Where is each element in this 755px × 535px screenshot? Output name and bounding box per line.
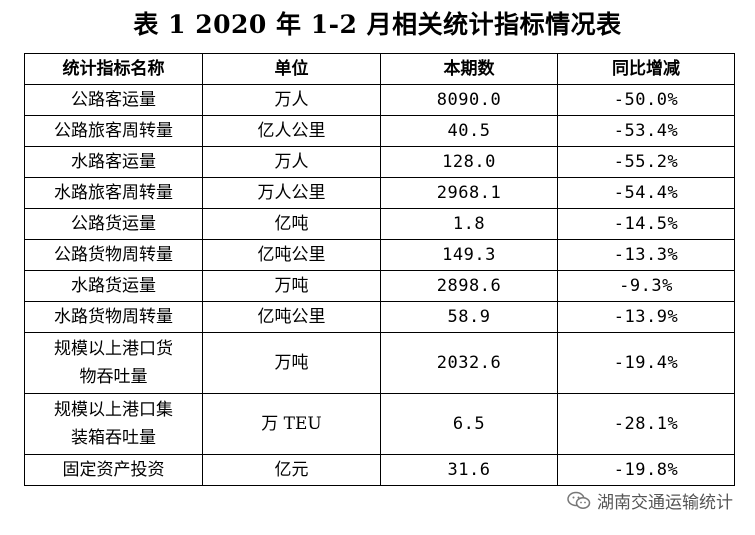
table-row: 水路货运量 万吨 2898.6 -9.3%: [24, 270, 735, 302]
indicator-value: 6.5: [380, 393, 558, 455]
indicator-unit: 亿元: [202, 454, 381, 486]
indicator-unit: 万吨: [202, 332, 381, 394]
indicator-name: 公路客运量: [24, 84, 203, 116]
header-current-value: 本期数: [380, 53, 558, 85]
indicator-change: -55.2%: [557, 146, 735, 178]
table-row: 规模以上港口集 装箱吞吐量 万 TEU 6.5 -28.1%: [24, 393, 735, 455]
indicator-unit: 万吨: [202, 270, 381, 302]
indicator-unit: 万 TEU: [202, 393, 381, 455]
indicator-value: 149.3: [380, 239, 558, 271]
indicator-name: 公路货物周转量: [24, 239, 203, 271]
indicator-value: 2898.6: [380, 270, 558, 302]
table-row: 公路货物周转量 亿吨公里 149.3 -13.3%: [24, 239, 735, 271]
indicator-change: -9.3%: [557, 270, 735, 302]
indicator-name: 规模以上港口货 物吞吐量: [24, 332, 203, 394]
indicator-name-line1: 规模以上港口货: [54, 339, 173, 359]
indicator-unit: 亿吨公里: [202, 239, 381, 271]
indicator-unit: 亿吨公里: [202, 301, 381, 333]
table-row: 水路货物周转量 亿吨公里 58.9 -13.9%: [24, 301, 735, 333]
table-row: 水路旅客周转量 万人公里 2968.1 -54.4%: [24, 177, 735, 209]
indicator-name: 规模以上港口集 装箱吞吐量: [24, 393, 203, 455]
indicator-change: -13.9%: [557, 301, 735, 333]
table-row: 水路客运量 万人 128.0 -55.2%: [24, 146, 735, 178]
indicator-change: -13.3%: [557, 239, 735, 271]
page-title: 表 1 2020 年 1-2 月相关统计指标情况表: [133, 10, 622, 39]
indicator-name-line2: 装箱吞吐量: [71, 428, 156, 448]
indicator-value: 2032.6: [380, 332, 558, 394]
indicator-value: 128.0: [380, 146, 558, 178]
indicator-name: 公路货运量: [24, 208, 203, 240]
indicator-name: 公路旅客周转量: [24, 115, 203, 147]
indicator-value: 2968.1: [380, 177, 558, 209]
header-yoy-change: 同比增减: [557, 53, 735, 85]
indicator-change: -28.1%: [557, 393, 735, 455]
indicator-value: 40.5: [380, 115, 558, 147]
indicator-unit: 亿吨: [202, 208, 381, 240]
indicator-change: -14.5%: [557, 208, 735, 240]
indicator-value: 31.6: [380, 454, 558, 486]
indicator-name: 固定资产投资: [24, 454, 203, 486]
indicator-name: 水路货运量: [24, 270, 203, 302]
watermark-text: 湖南交通运输统计: [597, 493, 733, 513]
indicator-value: 58.9: [380, 301, 558, 333]
indicator-value: 1.8: [380, 208, 558, 240]
indicator-name: 水路旅客周转量: [24, 177, 203, 209]
indicator-unit: 万人: [202, 146, 381, 178]
table-row: 规模以上港口货 物吞吐量 万吨 2032.6 -19.4%: [24, 332, 735, 394]
indicator-unit: 亿人公里: [202, 115, 381, 147]
indicator-name-line1: 规模以上港口集: [54, 400, 173, 420]
indicator-name: 水路客运量: [24, 146, 203, 178]
table-header-row: 统计指标名称 单位 本期数 同比增减: [24, 53, 735, 85]
indicator-name: 水路货物周转量: [24, 301, 203, 333]
wechat-icon: [567, 491, 591, 511]
indicator-change: -50.0%: [557, 84, 735, 116]
table-row: 公路客运量 万人 8090.0 -50.0%: [24, 84, 735, 116]
header-indicator-name: 统计指标名称: [24, 53, 203, 85]
source-watermark: 湖南交通运输统计: [567, 488, 733, 513]
indicator-unit: 万人公里: [202, 177, 381, 209]
indicator-value: 8090.0: [380, 84, 558, 116]
table-row: 公路旅客周转量 亿人公里 40.5 -53.4%: [24, 115, 735, 147]
indicator-change: -19.4%: [557, 332, 735, 394]
indicator-change: -53.4%: [557, 115, 735, 147]
indicator-change: -19.8%: [557, 454, 735, 486]
table-row: 固定资产投资 亿元 31.6 -19.8%: [24, 454, 735, 486]
header-unit: 单位: [202, 53, 381, 85]
indicator-change: -54.4%: [557, 177, 735, 209]
indicator-unit: 万人: [202, 84, 381, 116]
table-row: 公路货运量 亿吨 1.8 -14.5%: [24, 208, 735, 240]
indicator-name-line2: 物吞吐量: [79, 367, 148, 387]
statistics-table: 统计指标名称 单位 本期数 同比增减 公路客运量 万人 8090.0 -50.0…: [24, 53, 735, 486]
